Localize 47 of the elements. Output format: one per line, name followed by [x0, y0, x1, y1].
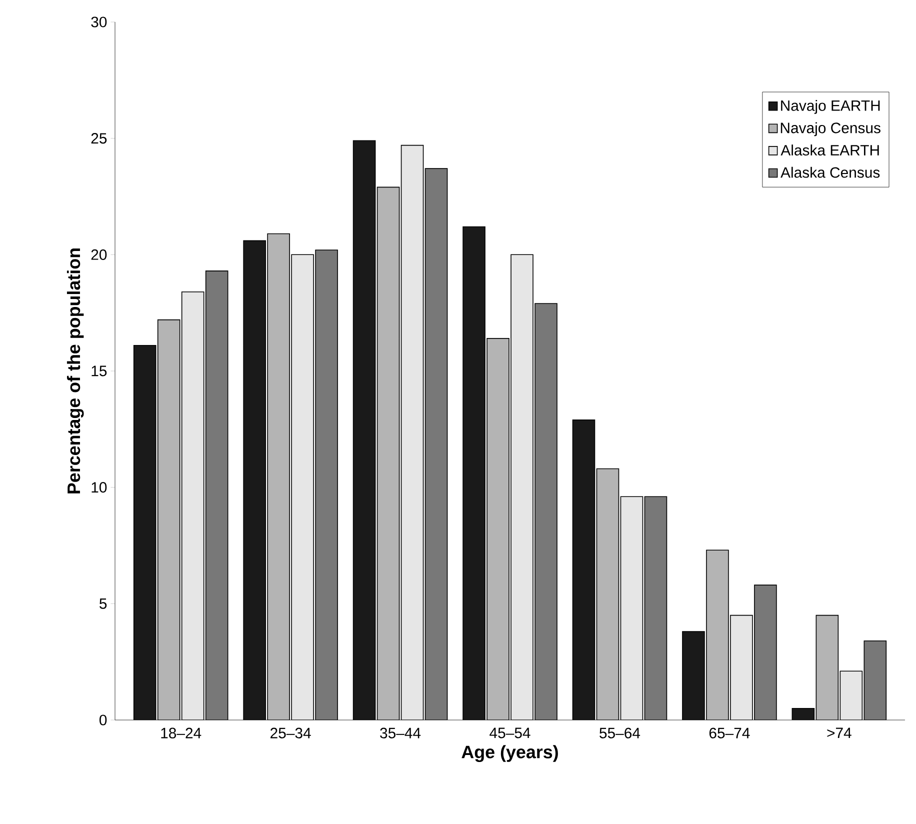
bar — [644, 496, 668, 720]
bar — [424, 168, 448, 720]
y-tick-label: 25 — [91, 133, 107, 144]
x-tick-label: 25–34 — [270, 728, 311, 738]
y-tick-label: 20 — [91, 249, 107, 260]
bar — [181, 291, 204, 720]
y-tick-label: 0 — [99, 714, 107, 726]
x-tick-label: 65–74 — [709, 728, 750, 738]
bar — [682, 631, 705, 720]
bar — [315, 250, 338, 720]
bar — [243, 240, 266, 720]
bar — [620, 496, 644, 720]
y-tick-label: 30 — [91, 16, 107, 28]
bar — [486, 338, 510, 720]
bar — [534, 303, 558, 720]
bar — [291, 254, 314, 720]
y-axis-title: Percentage of the population — [66, 248, 84, 494]
bar — [157, 319, 180, 720]
legend-label: Navajo Census — [780, 122, 880, 136]
bar — [267, 233, 290, 720]
bar — [706, 550, 729, 720]
y-tick-label: 10 — [92, 482, 107, 493]
bar — [376, 186, 400, 720]
x-tick-label: 55–64 — [600, 728, 640, 738]
bar — [352, 140, 376, 720]
bar — [864, 640, 887, 720]
bar — [840, 670, 863, 720]
x-tick-label: >74 — [827, 728, 852, 738]
bar — [205, 270, 228, 720]
bar — [133, 345, 156, 720]
x-tick-label: 18–24 — [161, 728, 202, 738]
legend-label: Alaska Census — [780, 166, 880, 178]
bar — [572, 419, 596, 720]
bar — [730, 614, 753, 720]
bar — [400, 144, 424, 720]
x-axis-title: Age (years) — [462, 745, 558, 762]
legend-label: Navajo EARTH — [781, 100, 880, 114]
y-tick-label: 5 — [100, 598, 107, 609]
bar — [462, 226, 486, 720]
bar — [510, 254, 534, 720]
bar — [754, 584, 777, 720]
bar — [816, 614, 839, 720]
x-tick-label: 35–44 — [380, 728, 421, 738]
legend-label: Alaska EARTH — [780, 144, 879, 156]
bar — [596, 468, 620, 720]
y-tick-label: 15 — [92, 366, 107, 376]
x-tick-label: 45–54 — [490, 728, 530, 738]
